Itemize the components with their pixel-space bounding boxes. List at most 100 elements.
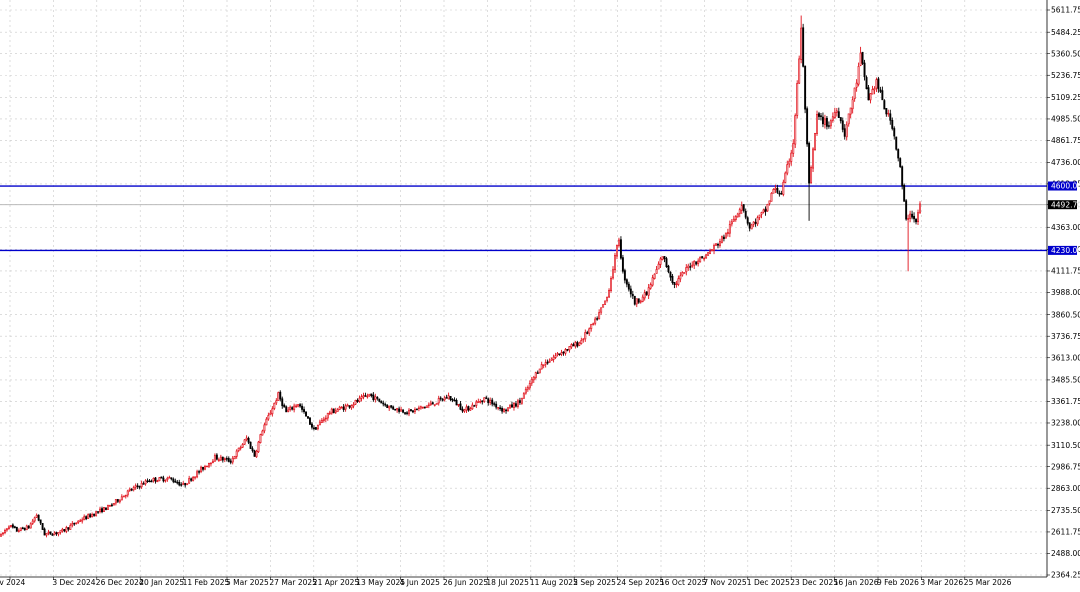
candle-body bbox=[91, 514, 94, 518]
candle-body bbox=[540, 364, 543, 370]
candle-body bbox=[43, 528, 46, 536]
candle-body bbox=[774, 187, 777, 190]
candle-body bbox=[883, 100, 886, 110]
candle-body bbox=[483, 397, 486, 402]
candle-body bbox=[176, 481, 179, 484]
candle-body bbox=[709, 250, 712, 254]
candle-body bbox=[118, 499, 121, 503]
candle-body bbox=[509, 404, 511, 409]
candle-body bbox=[600, 307, 603, 313]
candle-body bbox=[544, 362, 547, 365]
candle-body bbox=[223, 458, 226, 460]
y-tick-label: 3485.50 bbox=[1051, 376, 1080, 385]
x-tick-label: 16 Jan 2026 bbox=[834, 578, 879, 587]
candle-body bbox=[396, 407, 399, 411]
candle-body bbox=[217, 459, 220, 461]
candle-body bbox=[592, 323, 595, 325]
candle-body bbox=[754, 221, 757, 224]
candle-body bbox=[13, 526, 16, 528]
candle-body bbox=[818, 113, 820, 117]
candle-body bbox=[614, 255, 616, 271]
candle-body bbox=[516, 400, 519, 407]
current-price-label-bg bbox=[1048, 200, 1077, 210]
candle-body bbox=[423, 406, 426, 409]
candle-body bbox=[730, 221, 733, 225]
x-tick-label: 25 Mar 2026 bbox=[964, 578, 1012, 587]
candle-body bbox=[408, 409, 410, 415]
candle-body bbox=[186, 483, 189, 485]
candle-body bbox=[51, 534, 54, 536]
candle-body bbox=[491, 399, 494, 405]
candle-body bbox=[693, 260, 696, 266]
candle-body bbox=[586, 332, 589, 334]
candle-body bbox=[546, 361, 549, 364]
candle-body bbox=[441, 399, 444, 401]
candle-body bbox=[443, 397, 446, 401]
candle-body bbox=[907, 218, 910, 220]
candle-body bbox=[915, 218, 918, 223]
candle-body bbox=[703, 257, 706, 260]
candle-body bbox=[406, 412, 408, 414]
x-tick-label: 11 Aug 2025 bbox=[530, 578, 578, 587]
candle-body bbox=[447, 395, 450, 400]
candle-body bbox=[89, 514, 92, 518]
candle-body bbox=[518, 400, 521, 403]
candle-body bbox=[120, 496, 123, 501]
candle-body bbox=[392, 406, 395, 410]
candle-body bbox=[322, 418, 325, 421]
candle-body bbox=[25, 525, 28, 531]
candle-body bbox=[83, 516, 86, 521]
x-tick-label: 2 Sep 2025 bbox=[573, 578, 616, 587]
candle-body bbox=[453, 399, 456, 402]
candle-body bbox=[689, 266, 692, 268]
candle-body bbox=[847, 113, 850, 125]
candle-body bbox=[889, 113, 892, 121]
candle-body bbox=[263, 424, 266, 432]
candle-body bbox=[374, 396, 377, 400]
candle-body bbox=[297, 404, 300, 407]
candle-body bbox=[495, 403, 498, 408]
candle-body bbox=[831, 116, 834, 121]
candle-body bbox=[568, 346, 571, 351]
candle-body bbox=[346, 404, 349, 407]
candle-body bbox=[612, 269, 614, 279]
candle-body bbox=[724, 232, 727, 239]
candle-body bbox=[655, 269, 658, 274]
candle-body bbox=[194, 476, 197, 479]
candle-body bbox=[108, 505, 111, 507]
candle-body bbox=[911, 213, 914, 218]
candle-body bbox=[610, 278, 612, 292]
candle-body bbox=[887, 112, 890, 115]
candle-body bbox=[667, 265, 670, 273]
candle-body bbox=[255, 450, 258, 458]
candle-body bbox=[699, 256, 702, 263]
candle-body bbox=[806, 108, 809, 145]
candle-body bbox=[445, 397, 448, 399]
y-tick-label: 4111.75 bbox=[1051, 267, 1080, 276]
candle-body bbox=[289, 406, 292, 411]
candle-body bbox=[180, 484, 183, 486]
candle-body bbox=[748, 222, 751, 229]
candle-body bbox=[97, 511, 100, 513]
candle-body bbox=[477, 401, 480, 403]
candle-body bbox=[542, 364, 545, 366]
x-tick-label: 9 Feb 2026 bbox=[877, 578, 919, 587]
candle-body bbox=[629, 288, 632, 295]
candle-body bbox=[338, 406, 341, 410]
y-tick-label: 3613.00 bbox=[1051, 353, 1080, 362]
candle-body bbox=[144, 480, 147, 485]
candle-body bbox=[786, 164, 789, 174]
candle-body bbox=[350, 405, 353, 409]
x-tick-label: 20 Jan 2025 bbox=[139, 578, 184, 587]
candle-body bbox=[99, 508, 101, 512]
candle-body bbox=[376, 396, 379, 399]
candle-body bbox=[784, 172, 787, 183]
candle-body bbox=[859, 52, 862, 66]
candle-body bbox=[522, 393, 525, 399]
x-tick-label: 11 Feb 2025 bbox=[183, 578, 230, 587]
candle-body bbox=[85, 516, 88, 520]
candle-body bbox=[905, 200, 908, 220]
candle-body bbox=[778, 192, 781, 195]
